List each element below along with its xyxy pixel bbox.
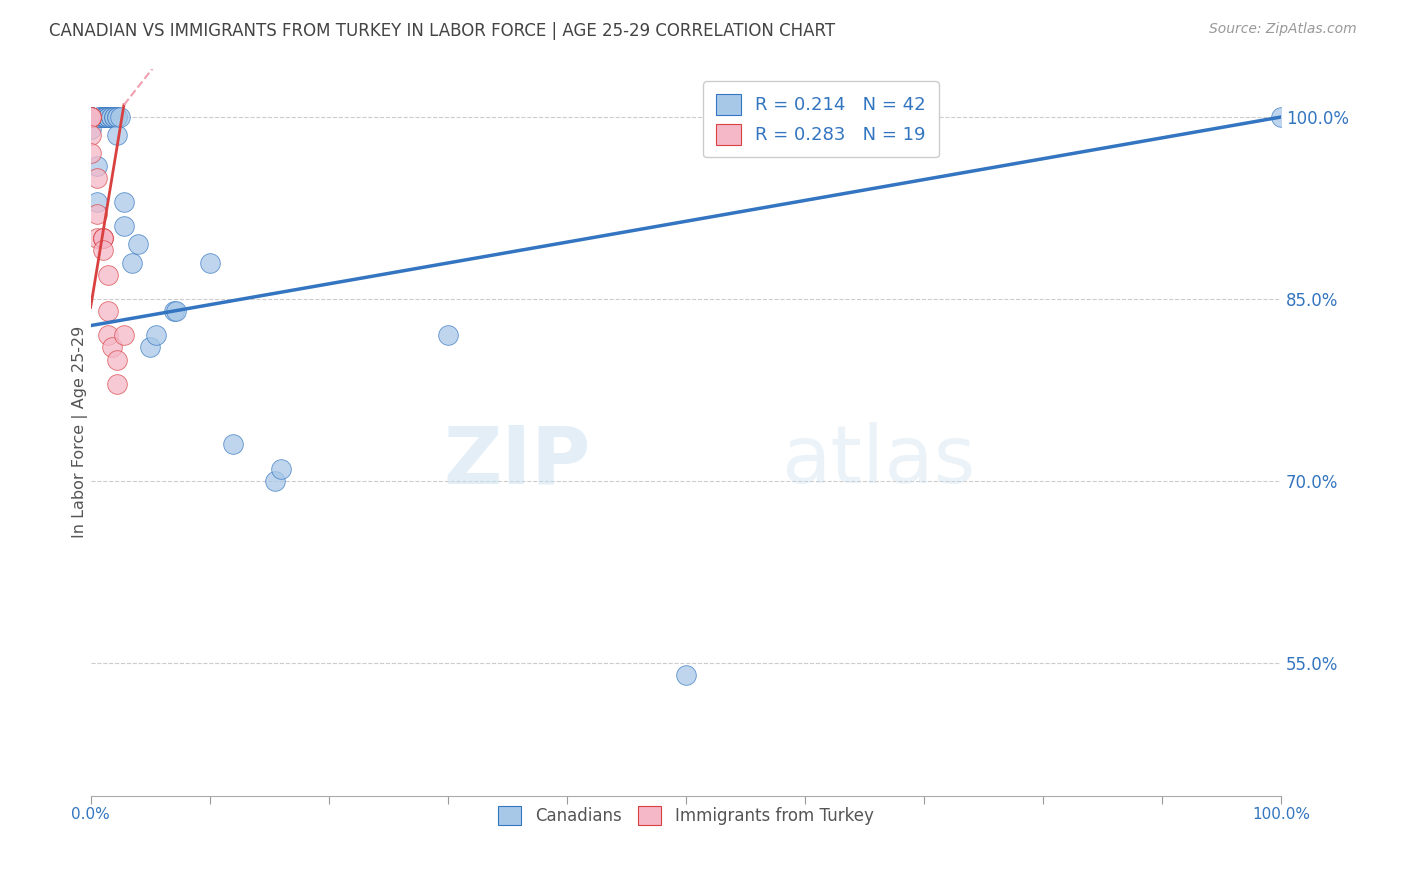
Point bbox=[79, 110, 101, 124]
Text: 100.0%: 100.0% bbox=[1251, 807, 1310, 822]
Legend: Canadians, Immigrants from Turkey: Canadians, Immigrants from Turkey bbox=[488, 796, 883, 835]
Point bbox=[94, 110, 117, 124]
Point bbox=[94, 110, 117, 124]
Point bbox=[100, 110, 122, 124]
Point bbox=[105, 110, 128, 124]
Point bbox=[79, 110, 101, 124]
Point bbox=[100, 110, 122, 124]
Text: CANADIAN VS IMMIGRANTS FROM TURKEY IN LABOR FORCE | AGE 25-29 CORRELATION CHART: CANADIAN VS IMMIGRANTS FROM TURKEY IN LA… bbox=[49, 22, 835, 40]
Point bbox=[97, 110, 120, 124]
Point bbox=[79, 146, 101, 161]
Point bbox=[91, 110, 114, 124]
Point bbox=[86, 207, 108, 221]
Point bbox=[127, 237, 149, 252]
Point bbox=[165, 304, 187, 318]
Point bbox=[101, 340, 124, 354]
Point bbox=[79, 110, 101, 124]
Point bbox=[91, 110, 114, 124]
Point bbox=[112, 219, 135, 234]
Text: Source: ZipAtlas.com: Source: ZipAtlas.com bbox=[1209, 22, 1357, 37]
Point bbox=[121, 255, 143, 269]
Text: ZIP: ZIP bbox=[443, 423, 591, 500]
Point bbox=[79, 110, 101, 124]
Point bbox=[79, 110, 101, 124]
Point bbox=[87, 110, 110, 124]
Point bbox=[79, 110, 101, 124]
Point bbox=[97, 268, 120, 282]
Point bbox=[86, 231, 108, 245]
Point bbox=[112, 194, 135, 209]
Point bbox=[87, 110, 110, 124]
Text: 0.0%: 0.0% bbox=[72, 807, 110, 822]
Point bbox=[97, 110, 120, 124]
Point bbox=[97, 110, 120, 124]
Point bbox=[112, 328, 135, 343]
Point bbox=[270, 461, 292, 475]
Point bbox=[198, 255, 221, 269]
Point bbox=[222, 437, 245, 451]
Point bbox=[264, 474, 287, 488]
Point bbox=[86, 170, 108, 185]
Point bbox=[86, 159, 108, 173]
Point bbox=[91, 231, 114, 245]
Point bbox=[1270, 110, 1292, 124]
Point bbox=[97, 328, 120, 343]
Point bbox=[105, 110, 128, 124]
Point bbox=[139, 340, 162, 354]
Point bbox=[79, 122, 101, 136]
Text: atlas: atlas bbox=[780, 423, 976, 500]
Point bbox=[79, 128, 101, 143]
Point bbox=[94, 110, 117, 124]
Point bbox=[86, 194, 108, 209]
Point bbox=[110, 110, 132, 124]
Point bbox=[97, 304, 120, 318]
Point bbox=[145, 328, 167, 343]
Point bbox=[105, 352, 128, 367]
Point bbox=[79, 110, 101, 124]
Point bbox=[103, 110, 125, 124]
Point bbox=[91, 231, 114, 245]
Y-axis label: In Labor Force | Age 25-29: In Labor Force | Age 25-29 bbox=[72, 326, 87, 539]
Point bbox=[103, 110, 125, 124]
Point bbox=[675, 668, 697, 682]
Point bbox=[91, 244, 114, 258]
Point bbox=[105, 376, 128, 391]
Point bbox=[79, 110, 101, 124]
Point bbox=[436, 328, 458, 343]
Point bbox=[163, 304, 186, 318]
Point bbox=[91, 231, 114, 245]
Point bbox=[105, 128, 128, 143]
Point bbox=[94, 110, 117, 124]
